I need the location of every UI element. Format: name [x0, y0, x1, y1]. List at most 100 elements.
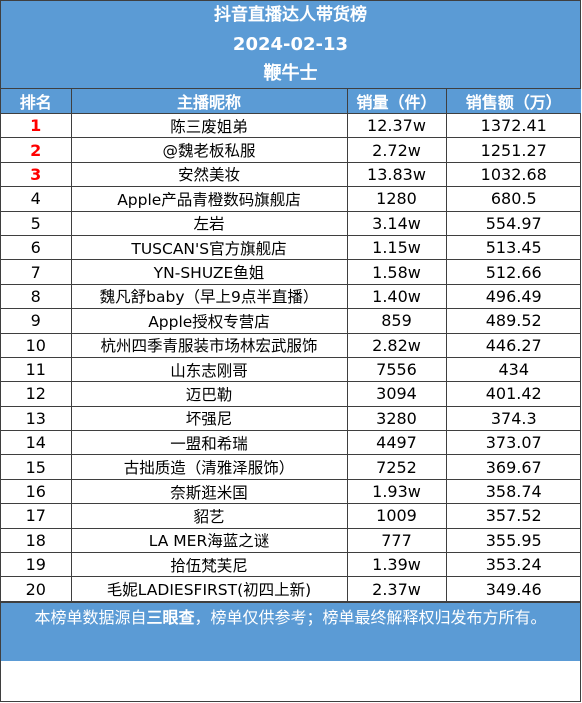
sales-volume-cell: 2.72w	[346, 137, 447, 163]
revenue-cell: 373.07	[445, 430, 581, 456]
anchor-name-cell: @魏老板私服	[70, 137, 348, 163]
anchor-name-cell: 杭州四季青服装市场林宏武服饰	[70, 332, 348, 358]
rank-cell: 16	[1, 478, 72, 505]
anchor-name-cell: 迈巴勒	[70, 381, 348, 407]
column-header-rank: 排名	[1, 89, 72, 114]
sales-volume-cell: 2.37w	[346, 576, 447, 602]
table-row: 10 杭州四季青服装市场林宏武服饰 2.82w 446.27	[1, 332, 581, 358]
table-row: 14 一盟和希瑞 4497 373.07	[1, 430, 581, 456]
anchor-name-cell: LA MER海蓝之谜	[70, 527, 348, 554]
revenue-cell: 369.67	[445, 454, 581, 480]
ranking-header: 抖音直播达人带货榜 2024-02-13 鞭牛士	[1, 1, 580, 89]
footer-source: 三眼查	[146, 607, 195, 627]
sales-volume-cell: 859	[346, 308, 447, 334]
column-header-revenue: 销售额（万）	[445, 89, 581, 114]
table-row: 11 山东志刚哥 7556 434	[1, 356, 581, 383]
anchor-name-cell: 坏强尼	[70, 405, 348, 432]
rank-cell: 15	[1, 454, 72, 480]
table-row: 4 Apple产品青橙数码旗舰店 1280 680.5	[1, 186, 581, 212]
rank-cell: 13	[1, 405, 72, 432]
sales-volume-cell: 1009	[346, 503, 447, 529]
table-row: 2 @魏老板私服 2.72w 1251.27	[1, 137, 581, 163]
anchor-name-cell: Apple授权专营店	[70, 308, 348, 334]
rank-cell: 5	[1, 210, 72, 236]
anchor-name-cell: 左岩	[70, 210, 348, 236]
revenue-cell: 496.49	[445, 283, 581, 310]
revenue-cell: 1372.41	[445, 112, 581, 139]
revenue-cell: 513.45	[445, 234, 581, 261]
table-row: 13 坏强尼 3280 374.3	[1, 405, 581, 432]
sales-volume-cell: 1280	[346, 186, 447, 212]
anchor-name-cell: 一盟和希瑞	[70, 430, 348, 456]
rank-cell: 6	[1, 234, 72, 261]
sales-volume-cell: 7252	[346, 454, 447, 480]
table-row: 17 貂艺 1009 357.52	[1, 503, 581, 529]
rank-cell: 11	[1, 356, 72, 383]
table-row: 1 陈三废姐弟 12.37w 1372.41	[1, 112, 581, 139]
table-row: 7 YN-SHUZE鱼姐 1.58w 512.66	[1, 259, 581, 285]
revenue-cell: 355.95	[445, 527, 581, 554]
sales-volume-cell: 7556	[346, 356, 447, 383]
sales-volume-cell: 1.58w	[346, 259, 447, 285]
table-row: 20 毛妮LADIESFIRST(初四上新) 2.37w 349.46	[1, 576, 581, 602]
ranking-brand: 鞭牛士	[263, 63, 318, 84]
rank-cell: 7	[1, 259, 72, 285]
anchor-name-cell: 奈斯逛米国	[70, 478, 348, 505]
revenue-cell: 512.66	[445, 259, 581, 285]
rank-cell: 9	[1, 308, 72, 334]
revenue-cell: 358.74	[445, 478, 581, 505]
revenue-cell: 1251.27	[445, 137, 581, 163]
anchor-name-cell: 陈三废姐弟	[70, 112, 348, 139]
sales-volume-cell: 3280	[346, 405, 447, 432]
table-row: 16 奈斯逛米国 1.93w 358.74	[1, 478, 581, 505]
revenue-cell: 357.52	[445, 503, 581, 529]
anchor-name-cell: YN-SHUZE鱼姐	[70, 259, 348, 285]
revenue-cell: 349.46	[445, 576, 581, 602]
anchor-name-cell: 古拙质造（清雅泽服饰）	[70, 454, 348, 480]
anchor-name-cell: 拾伍梵芙尼	[70, 552, 348, 578]
sales-volume-cell: 1.40w	[346, 283, 447, 310]
table-row: 5 左岩 3.14w 554.97	[1, 210, 581, 236]
revenue-cell: 434	[445, 356, 581, 383]
table-row: 9 Apple授权专营店 859 489.52	[1, 308, 581, 334]
ranking-date: 2024-02-13	[232, 34, 349, 55]
sales-volume-cell: 2.82w	[346, 332, 447, 358]
rank-cell: 12	[1, 381, 72, 407]
anchor-name-cell: 貂艺	[70, 503, 348, 529]
revenue-cell: 446.27	[445, 332, 581, 358]
revenue-cell: 554.97	[445, 210, 581, 236]
rank-cell: 17	[1, 503, 72, 529]
table-row: 3 安然美妆 13.83w 1032.68	[1, 161, 581, 188]
sales-volume-cell: 12.37w	[346, 112, 447, 139]
sales-volume-cell: 13.83w	[346, 161, 447, 188]
table-row: 8 魏凡舒baby（早上9点半直播） 1.40w 496.49	[1, 283, 581, 310]
footer-text-before: 本榜单数据源自	[34, 607, 147, 627]
rank-cell: 14	[1, 430, 72, 456]
sales-volume-cell: 1.15w	[346, 234, 447, 261]
table-body: 1 陈三废姐弟 12.37w 1372.41 2 @魏老板私服 2.72w 1251.27 3 安…	[1, 112, 581, 602]
rank-cell: 4	[1, 186, 72, 212]
footer-text-after: ，榜单仅供参考；榜单最终解释权归发布方所有。	[194, 607, 547, 627]
anchor-name-cell: TUSCAN'S官方旗舰店	[70, 234, 348, 261]
rank-cell: 18	[1, 527, 72, 554]
revenue-cell: 1032.68	[445, 161, 581, 188]
table-header-row: 排名 主播昵称 销量（件） 销售额（万）	[1, 89, 581, 114]
table-row: 19 拾伍梵芙尼 1.39w 353.24	[1, 552, 581, 578]
column-header-sales-volume: 销量（件）	[346, 89, 447, 114]
rank-cell: 20	[1, 576, 72, 602]
table-row: 15 古拙质造（清雅泽服饰） 7252 369.67	[1, 454, 581, 480]
sales-volume-cell: 777	[346, 527, 447, 554]
table-row: 6 TUSCAN'S官方旗舰店 1.15w 513.45	[1, 234, 581, 261]
table-row: 18 LA MER海蓝之谜 777 355.95	[1, 527, 581, 554]
sales-volume-cell: 1.93w	[346, 478, 447, 505]
anchor-name-cell: Apple产品青橙数码旗舰店	[70, 186, 348, 212]
anchor-name-cell: 安然美妆	[70, 161, 348, 188]
rank-cell: 1	[1, 112, 72, 139]
revenue-cell: 489.52	[445, 308, 581, 334]
ranking-table: 排名 主播昵称 销量（件） 销售额（万） 1 陈三废姐弟 12.37w 1372.41…	[1, 89, 581, 602]
rank-cell: 3	[1, 161, 72, 188]
revenue-cell: 680.5	[445, 186, 581, 212]
anchor-name-cell: 毛妮LADIESFIRST(初四上新)	[70, 576, 348, 602]
sales-volume-cell: 1.39w	[346, 552, 447, 578]
